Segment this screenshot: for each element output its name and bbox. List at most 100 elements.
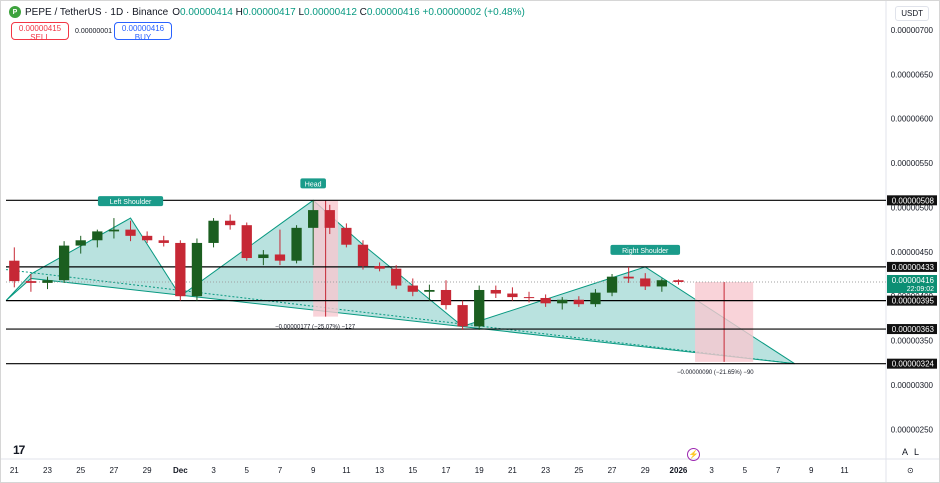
candle-body-19 bbox=[324, 210, 335, 228]
current-price-tag-bg bbox=[887, 275, 937, 293]
lightning-icon[interactable]: ⚡ bbox=[687, 448, 700, 461]
right-shoulder-label-bg bbox=[610, 244, 681, 255]
candle-body-12 bbox=[208, 220, 219, 243]
candle-body-14 bbox=[241, 225, 252, 259]
x-tick-label-11: 13 bbox=[375, 466, 384, 475]
left-shoulder-label: Left Shoulder bbox=[110, 199, 152, 206]
x-tick-label-23: 7 bbox=[776, 466, 781, 475]
open-value: 0.00000414 bbox=[180, 6, 233, 18]
buy-price: 0.00000416 bbox=[121, 24, 165, 33]
x-tick-label-18: 27 bbox=[608, 466, 617, 475]
y-tick-label-9: 0.00000700 bbox=[891, 26, 934, 35]
buy-button[interactable]: 0.00000416 BUY bbox=[114, 22, 172, 42]
candle-body-13 bbox=[225, 220, 236, 226]
y-tick-label-5: 0.00000500 bbox=[891, 203, 934, 212]
price-tag-bg-1 bbox=[887, 261, 937, 272]
auto-scale-button[interactable]: A bbox=[902, 447, 909, 457]
candle-body-26 bbox=[440, 289, 452, 306]
low-value: 0.00000412 bbox=[304, 6, 357, 18]
x-tick-label-25: 11 bbox=[840, 466, 849, 475]
candle-body-25 bbox=[424, 289, 435, 292]
symbol-title[interactable]: PEPE / TetherUS · 1D · Binance bbox=[25, 6, 169, 18]
x-tick-label-9: 9 bbox=[311, 466, 316, 475]
price-tag-2: 0.00000395 bbox=[892, 297, 935, 306]
candle-body-34 bbox=[573, 299, 584, 305]
close-value: 0.00000416 bbox=[366, 6, 420, 18]
x-tick-label-3: 27 bbox=[109, 466, 118, 475]
change-value: +0.00000002 (+0.48%) bbox=[422, 6, 525, 18]
candle-body-22 bbox=[374, 266, 385, 269]
x-tick-label-17: 25 bbox=[574, 466, 583, 475]
y-tick-label-7: 0.00000600 bbox=[891, 115, 934, 124]
price-tag-0: 0.00000508 bbox=[892, 196, 935, 205]
x-tick-label-19: 29 bbox=[641, 466, 650, 475]
low-label: L bbox=[298, 6, 305, 18]
sell-button[interactable]: 0.00000415 SELL bbox=[11, 22, 69, 42]
x-tick-label-6: 3 bbox=[211, 466, 216, 475]
candle-body-20 bbox=[341, 227, 352, 245]
tradingview-logo-icon[interactable]: 17 bbox=[13, 443, 25, 457]
measure-label-0: −0.00000177 (−25.07%) −127 bbox=[275, 325, 356, 331]
candle-body-23 bbox=[391, 268, 402, 286]
candle-body-30 bbox=[507, 293, 518, 298]
x-tick-label-10: 11 bbox=[342, 466, 351, 475]
sell-label: SELL bbox=[30, 33, 50, 42]
candle-body-1 bbox=[25, 281, 37, 283]
symbol-header: P PEPE / TetherUS · 1D · Binance O0.0000… bbox=[9, 6, 525, 18]
x-tick-label-15: 21 bbox=[508, 466, 517, 475]
y-tick-label-0: 0.00000250 bbox=[891, 425, 934, 434]
y-tick-label-8: 0.00000650 bbox=[891, 70, 934, 79]
candle-body-4 bbox=[75, 240, 86, 246]
candle-body-3 bbox=[58, 245, 70, 281]
x-tick-label-7: 5 bbox=[245, 466, 250, 475]
pepe-coin-icon[interactable]: P bbox=[9, 6, 21, 18]
y-tick-label-4: 0.00000450 bbox=[891, 248, 934, 257]
price-tag-1: 0.00000433 bbox=[892, 263, 935, 272]
x-tick-label-1: 23 bbox=[43, 466, 52, 475]
candle-body-27 bbox=[457, 305, 468, 327]
candle-body-38 bbox=[640, 278, 651, 287]
high-label: H bbox=[235, 6, 243, 18]
candle-body-33 bbox=[557, 299, 568, 304]
x-tick-label-5: Dec bbox=[173, 466, 188, 475]
log-scale-button[interactable]: L bbox=[914, 447, 920, 457]
candle-body-16 bbox=[274, 254, 286, 261]
goto-realtime-icon[interactable]: ⊙ bbox=[907, 466, 914, 475]
spread-value: 0.00000001 bbox=[75, 28, 112, 35]
candle-body-36 bbox=[606, 276, 618, 293]
head-label: Head bbox=[305, 181, 322, 188]
x-tick-label-22: 5 bbox=[743, 466, 748, 475]
x-tick-label-13: 17 bbox=[442, 466, 451, 475]
candle-body-0 bbox=[9, 260, 20, 282]
head-label-bg bbox=[300, 178, 326, 189]
price-tag-bg-4 bbox=[887, 358, 937, 369]
close-label: C bbox=[359, 6, 367, 18]
price-tag-4: 0.00000324 bbox=[892, 360, 935, 369]
x-tick-label-8: 7 bbox=[278, 466, 283, 475]
x-tick-label-12: 15 bbox=[408, 466, 417, 475]
left-shoulder-label-bg bbox=[97, 196, 164, 207]
x-tick-label-0: 21 bbox=[10, 466, 19, 475]
candle-body-8 bbox=[141, 235, 153, 241]
candle-body-9 bbox=[158, 240, 169, 243]
neckline bbox=[5, 269, 795, 365]
candle-body-32 bbox=[540, 297, 551, 304]
candle-body-18 bbox=[308, 210, 319, 228]
price-tag-bg-3 bbox=[887, 324, 937, 335]
candle-body-2 bbox=[42, 280, 53, 283]
ohlc-readout: O0.00000414 H0.00000417 L0.00000412 C0.0… bbox=[172, 7, 525, 18]
x-tick-label-24: 9 bbox=[809, 466, 814, 475]
x-tick-label-20: 2026 bbox=[670, 466, 688, 475]
candle-body-24 bbox=[407, 285, 418, 292]
candle-body-39 bbox=[656, 280, 667, 287]
candle-body-37 bbox=[623, 276, 634, 279]
candle-body-6 bbox=[108, 229, 120, 232]
candle-body-31 bbox=[523, 297, 535, 299]
candle-body-35 bbox=[590, 292, 601, 305]
candle-body-17 bbox=[291, 227, 302, 261]
candle-body-40 bbox=[673, 280, 684, 282]
high-value: 0.00000417 bbox=[242, 6, 296, 18]
measure-label-1: −0.00000090 (−21.65%) −90 bbox=[677, 370, 754, 376]
currency-selector[interactable]: USDT bbox=[895, 6, 929, 21]
